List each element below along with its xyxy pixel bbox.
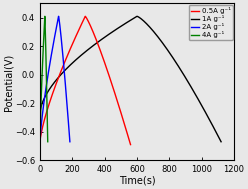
Y-axis label: Potential(V): Potential(V) (3, 53, 13, 111)
X-axis label: Time(s): Time(s) (119, 176, 155, 186)
Legend: 0.5A g⁻¹, 1A g⁻¹, 2A g⁻¹, 4A g⁻¹: 0.5A g⁻¹, 1A g⁻¹, 2A g⁻¹, 4A g⁻¹ (189, 5, 233, 40)
